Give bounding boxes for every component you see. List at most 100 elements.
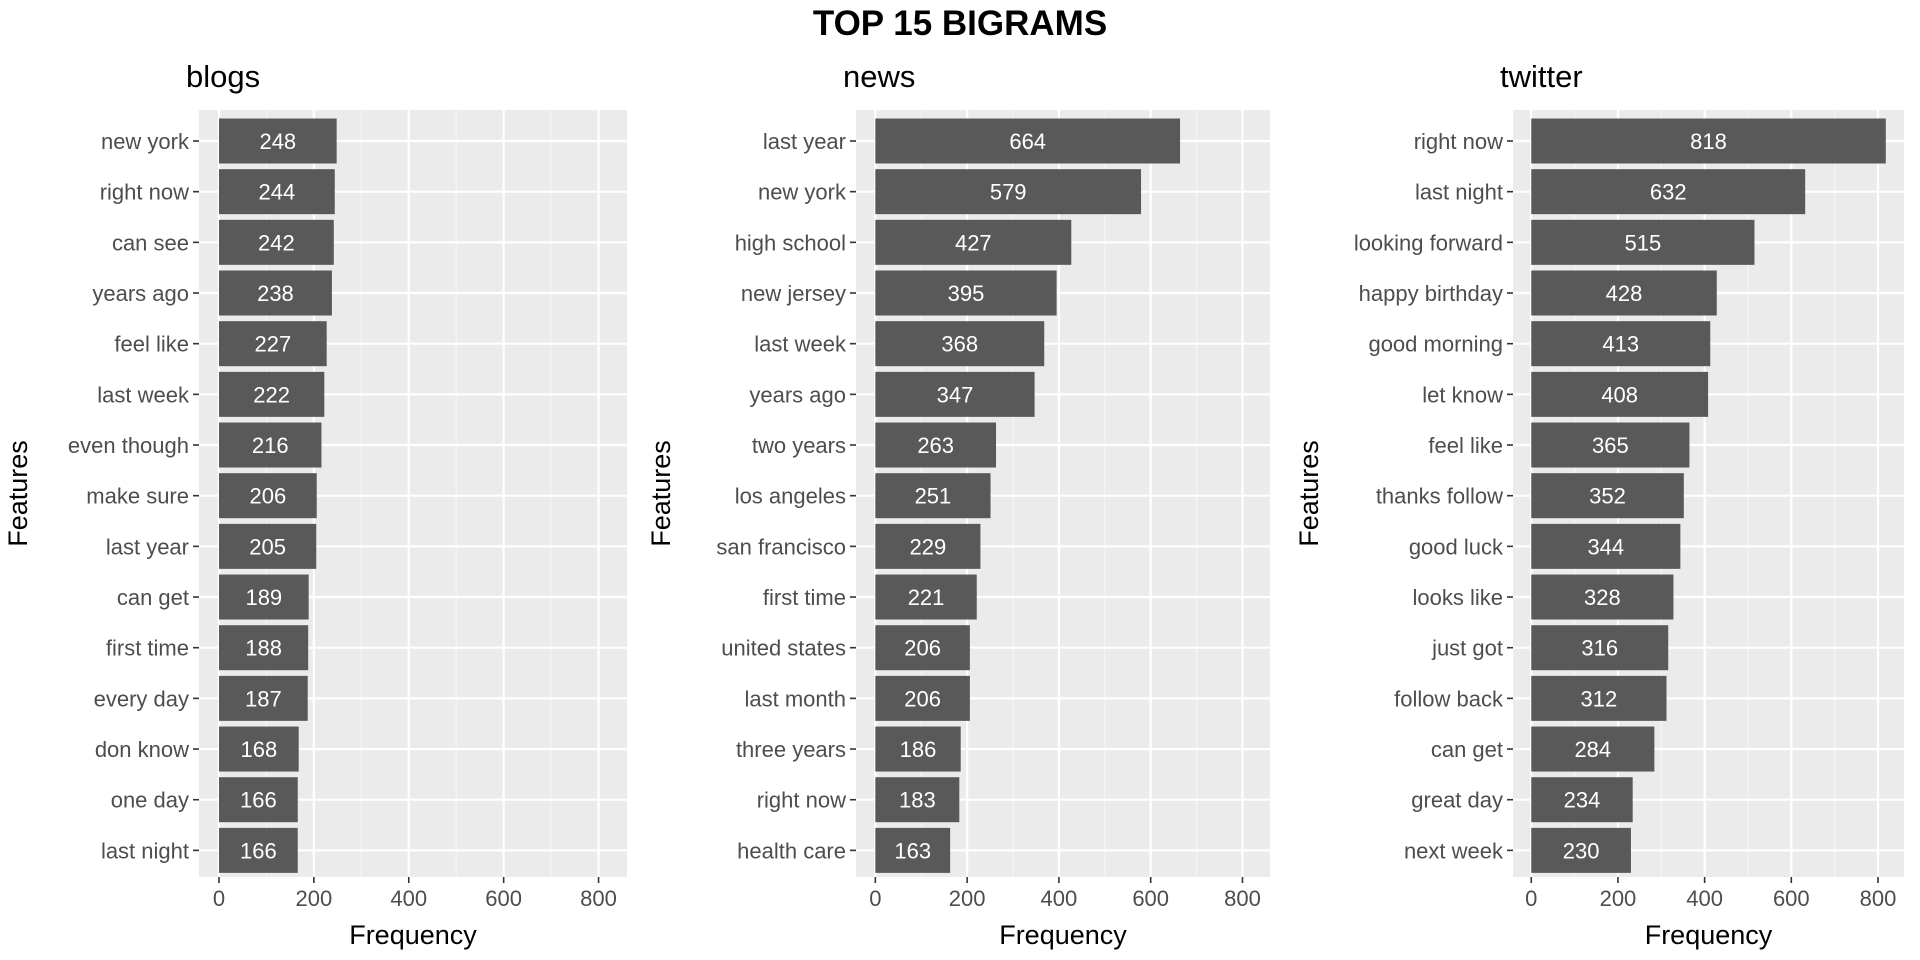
bar-value-label: 166 <box>240 838 277 863</box>
y-tick-label: can get <box>1431 737 1503 762</box>
y-tick-label: last year <box>763 129 846 154</box>
bar <box>218 371 325 417</box>
bar <box>218 169 335 215</box>
x-tick-label: 800 <box>1860 886 1897 911</box>
bar-value-label: 163 <box>894 838 931 863</box>
bar <box>218 777 298 823</box>
y-tick-label: three years <box>736 737 846 762</box>
y-tick-label: health care <box>737 838 846 863</box>
bar <box>1531 371 1709 417</box>
bar <box>1531 219 1755 265</box>
bar <box>218 321 327 367</box>
bar <box>875 371 1035 417</box>
y-tick-label: follow back <box>1394 686 1504 711</box>
y-tick-label: feel like <box>1428 433 1503 458</box>
y-tick-label: great day <box>1411 788 1503 813</box>
bar <box>875 523 981 569</box>
x-axis-title: Frequency <box>1645 920 1773 950</box>
bar <box>875 777 960 823</box>
bar-value-label: 238 <box>257 281 294 306</box>
bar <box>875 422 997 468</box>
bar-value-label: 251 <box>915 484 952 509</box>
y-tick-label: looking forward <box>1354 230 1503 255</box>
bar-value-label: 206 <box>249 484 286 509</box>
bar <box>1531 574 1674 620</box>
bar-value-label: 284 <box>1574 737 1611 762</box>
bar <box>1531 118 1886 164</box>
bar-value-label: 188 <box>245 636 282 661</box>
x-tick-label: 800 <box>580 886 617 911</box>
bar <box>875 827 951 873</box>
y-tick-label: high school <box>735 230 846 255</box>
bar-value-label: 189 <box>245 585 282 610</box>
bar <box>1531 523 1681 569</box>
bar <box>218 422 322 468</box>
y-tick-label: first time <box>106 636 189 661</box>
x-tick-label: 400 <box>1686 886 1723 911</box>
x-tick-label: 200 <box>949 886 986 911</box>
y-tick-label: los angeles <box>735 484 846 509</box>
bar <box>1531 625 1669 671</box>
bar <box>218 675 308 721</box>
bar-value-label: 206 <box>904 686 941 711</box>
x-tick-label: 0 <box>1525 886 1537 911</box>
bar <box>218 219 334 265</box>
x-tick-label: 600 <box>485 886 522 911</box>
bar <box>1531 169 1806 215</box>
bar <box>1531 422 1690 468</box>
bar-value-label: 664 <box>1009 129 1046 154</box>
y-tick-label: last month <box>745 686 847 711</box>
x-tick-label: 800 <box>1224 886 1261 911</box>
bar-value-label: 248 <box>259 129 296 154</box>
figure-title: TOP 15 BIGRAMS <box>812 4 1108 43</box>
y-tick-label: last week <box>97 382 190 407</box>
bar <box>1531 321 1711 367</box>
y-tick-label: thanks follow <box>1376 484 1503 509</box>
y-tick-label: united states <box>721 636 846 661</box>
bar-value-label: 427 <box>955 230 992 255</box>
bar-value-label: 579 <box>990 180 1027 205</box>
bar <box>218 625 309 671</box>
y-tick-label: new jersey <box>741 281 846 306</box>
bar <box>1531 473 1684 519</box>
bar-value-label: 632 <box>1650 180 1687 205</box>
bar-value-label: 234 <box>1564 788 1601 813</box>
bar-value-label: 263 <box>917 433 954 458</box>
bar-value-label: 328 <box>1584 585 1621 610</box>
bar-value-label: 365 <box>1592 433 1629 458</box>
y-tick-label: last night <box>1415 180 1503 205</box>
bar-value-label: 206 <box>904 636 941 661</box>
bar-value-label: 216 <box>252 433 289 458</box>
y-tick-label: happy birthday <box>1359 281 1503 306</box>
y-axis-title: Features <box>1294 440 1324 547</box>
x-tick-label: 0 <box>213 886 225 911</box>
x-axis-title: Frequency <box>349 920 477 950</box>
x-tick-label: 600 <box>1132 886 1169 911</box>
panel-title: news <box>843 59 915 94</box>
bar <box>875 574 977 620</box>
bar <box>1531 827 1631 873</box>
y-tick-label: two years <box>752 433 846 458</box>
y-tick-label: just got <box>1431 636 1503 661</box>
y-tick-label: right now <box>757 788 846 813</box>
bar-value-label: 222 <box>253 382 290 407</box>
bar <box>875 473 991 519</box>
y-tick-label: feel like <box>114 332 189 357</box>
bar <box>875 675 970 721</box>
bar-value-label: 221 <box>908 585 945 610</box>
x-tick-label: 600 <box>1773 886 1810 911</box>
bar-value-label: 168 <box>240 737 277 762</box>
bar <box>218 118 337 164</box>
bar-value-label: 244 <box>259 180 296 205</box>
y-tick-label: right now <box>100 180 189 205</box>
bar-value-label: 242 <box>258 230 295 255</box>
bar <box>875 118 1181 164</box>
bar-value-label: 186 <box>900 737 937 762</box>
bar-value-label: 413 <box>1602 332 1639 357</box>
bar-value-label: 428 <box>1606 281 1643 306</box>
y-tick-label: first time <box>763 585 846 610</box>
y-tick-label: next week <box>1404 838 1504 863</box>
y-axis-title: Features <box>646 440 676 547</box>
